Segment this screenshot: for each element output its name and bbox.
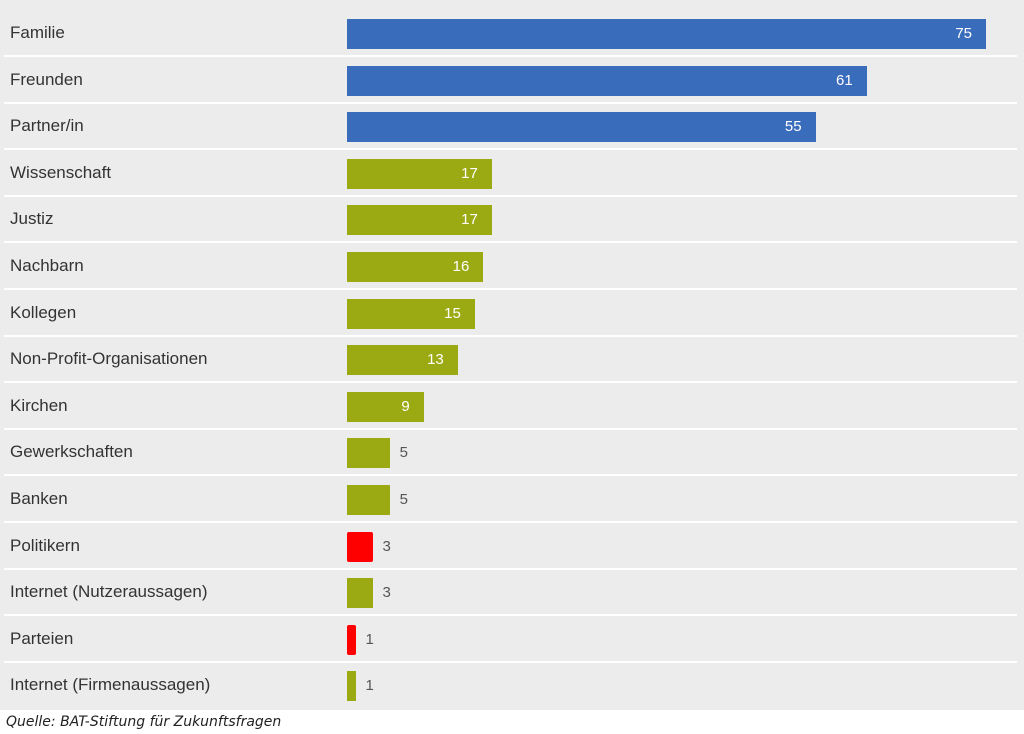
bar (347, 391, 424, 422)
data-label: 1 (365, 677, 374, 695)
source-note: Quelle: BAT-Stiftung für Zukunftsfragen (6, 714, 282, 730)
bar (347, 624, 356, 655)
bar-row: Internet (Firmenaussagen) 1 (4, 662, 1017, 708)
bar-row: Gewerkschaften 5 (4, 429, 1017, 475)
category-label: Parteien (10, 628, 74, 648)
data-label: 17 (461, 211, 478, 229)
bar-row: Kirchen 9 (4, 383, 1017, 429)
bar-row: Nachbarn 16 (4, 243, 1017, 289)
data-label: 55 (784, 118, 802, 136)
bar (347, 578, 373, 609)
bar (347, 19, 986, 49)
bar (347, 438, 390, 469)
row-divider (4, 55, 1017, 57)
row-divider (4, 660, 1017, 663)
data-label: 15 (444, 304, 461, 322)
row-divider (4, 148, 1017, 151)
bar (347, 112, 816, 143)
category-label: Internet (Firmenaussagen) (10, 675, 211, 695)
bar (347, 298, 475, 329)
category-label: Nachbarn (10, 256, 84, 275)
data-label: 16 (452, 258, 470, 275)
bar-row: Partner/in 55 (4, 103, 1017, 149)
category-label: Partner/in (10, 116, 84, 136)
bar-row: Non-Profit-Organisationen 13 (4, 336, 1017, 382)
data-label: 3 (382, 584, 391, 602)
data-label: 17 (461, 164, 478, 182)
data-label: 9 (401, 397, 410, 415)
category-label: Freunden (10, 69, 83, 89)
row-divider (4, 427, 1017, 430)
category-label: Banken (10, 489, 68, 508)
row-divider (4, 614, 1017, 617)
data-label: 3 (382, 537, 391, 555)
row-divider (4, 381, 1017, 384)
category-label: Non-Profit-Organisationen (10, 349, 208, 369)
row-divider (4, 101, 1017, 104)
category-label: Gewerkschaften (10, 442, 133, 462)
bar (347, 345, 458, 376)
category-label: Kirchen (10, 395, 68, 415)
bar (347, 671, 356, 702)
category-label: Justiz (10, 209, 54, 229)
category-label: Wissenschaft (10, 162, 112, 182)
bar (347, 252, 484, 282)
row-divider (4, 521, 1017, 523)
bar (347, 531, 373, 562)
bar-row: Politikern 3 (4, 523, 1017, 569)
data-label: 5 (399, 444, 408, 462)
data-label: 13 (427, 351, 444, 369)
bar (347, 65, 867, 96)
bar-row: Freunden 61 (4, 57, 1017, 103)
category-label: Kollegen (10, 302, 77, 322)
row-divider (4, 334, 1017, 337)
bar-row: Kollegen 15 (4, 290, 1017, 336)
row-divider (4, 241, 1017, 244)
bar-row: Familie 75 (4, 10, 1017, 56)
bar (347, 205, 492, 236)
category-label: Familie (10, 23, 65, 42)
row-divider (4, 194, 1017, 197)
bar-row: Justiz 17 (4, 196, 1017, 242)
row-divider (4, 474, 1017, 477)
data-label: 5 (399, 491, 408, 508)
bar (347, 485, 390, 515)
bar-row: Banken 5 (4, 476, 1017, 522)
bar-row: Wissenschaft 17 (4, 150, 1017, 196)
bar-chart: Familie 75 Freunden 61 Partner/in 55 Wissensch… (0, 0, 1024, 710)
row-divider (4, 567, 1017, 570)
data-label: 61 (836, 71, 853, 89)
bar-row: Parteien 1 (4, 616, 1017, 662)
data-label: 1 (365, 630, 374, 648)
row-divider (4, 288, 1017, 290)
category-label: Politikern (10, 535, 80, 555)
bar-row: Internet (Nutzeraussagen) 3 (4, 569, 1017, 615)
data-label: 75 (955, 25, 972, 42)
bar (347, 158, 492, 189)
category-label: Internet (Nutzeraussagen) (10, 582, 208, 602)
